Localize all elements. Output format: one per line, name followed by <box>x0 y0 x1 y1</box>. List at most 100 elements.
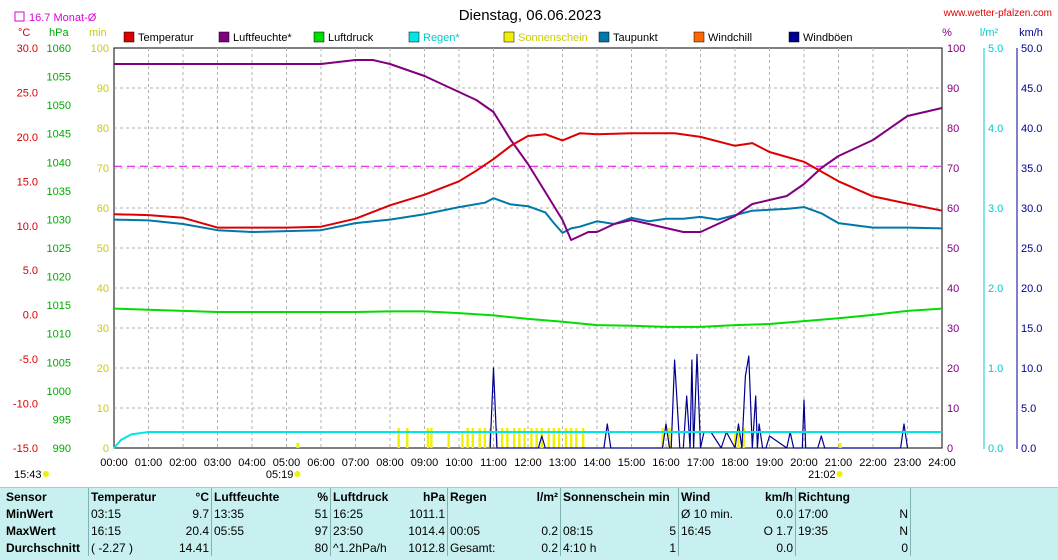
legend-swatch <box>123 31 135 43</box>
stats-cell-empty <box>910 539 1055 556</box>
stats-cell: 5 <box>669 523 676 538</box>
legend-swatch <box>598 31 610 43</box>
sunshine-bar <box>661 428 664 448</box>
stats-row-average: Durchschnitt ( -2.27 ) 14.41 80 ^1.2hPa/… <box>0 539 1055 556</box>
time-tick-label: 13:00 <box>549 457 577 469</box>
stats-row-label: MaxWert <box>6 523 56 538</box>
axis-tick-label: 45.0 <box>1021 83 1042 95</box>
time-tick-label: 16:00 <box>652 457 680 469</box>
legend-swatch <box>788 31 800 43</box>
series-line-regen <box>113 431 942 449</box>
axis-tick-label: 1005 <box>47 357 71 369</box>
stats-header-temp: Temperatur <box>88 488 175 505</box>
sunshine-bar <box>582 428 585 448</box>
sunshine-bar <box>430 428 433 448</box>
unit-temp: °C <box>18 27 30 39</box>
stats-row-min: MinWert 03:15 9.7 13:35 51 16:25 1011.1 … <box>0 505 1055 522</box>
stats-cell-empty <box>910 522 1055 539</box>
axis-tick-label: 100 <box>947 43 965 55</box>
sunshine-bar <box>461 432 464 448</box>
stats-header-wind-unit: km/h <box>764 489 793 504</box>
statistics-table: Sensor Temperatur °C Luftfeuchte % Luftd… <box>0 488 1055 556</box>
axis-tick-label: 50 <box>947 243 959 255</box>
stats-cell <box>522 505 561 522</box>
legend-label: Windchill <box>708 32 752 44</box>
month-average-icon <box>14 11 25 22</box>
axis-tick-label: 5.0 <box>988 43 1003 55</box>
stats-header-row: Sensor Temperatur °C Luftfeuchte % Luftd… <box>0 488 1055 505</box>
axis-tick-label: 0.0 <box>988 443 1003 455</box>
axis-tick-label: -15.0 <box>13 443 38 455</box>
stats-header-direction: Richtung <box>795 488 880 505</box>
stats-cell: 0 <box>901 540 908 555</box>
axis-tick-label: 1000 <box>47 386 71 398</box>
stats-cell: 97 <box>314 523 328 538</box>
axis-tick-label: 1040 <box>47 157 71 169</box>
axis-tick-label: -5.0 <box>19 354 38 366</box>
stats-cell: 03:15 <box>88 505 175 522</box>
statistics-panel: Sensor Temperatur °C Luftfeuchte % Luftd… <box>0 487 1058 560</box>
sunshine-bar <box>535 428 538 448</box>
stats-cell: 16:15 <box>88 522 175 539</box>
axis-tick-label: 40 <box>97 283 109 295</box>
axis-tick-label: 1030 <box>47 214 71 226</box>
stats-cell: 05:55 <box>211 522 300 539</box>
axis-tick-label: 100 <box>91 43 109 55</box>
time-tick-label: 17:00 <box>687 457 715 469</box>
axis-tick-label: 90 <box>947 83 959 95</box>
unit-rain: l/m² <box>980 27 999 39</box>
legend-swatch <box>408 31 420 43</box>
axis-tick-label: 1055 <box>47 72 71 84</box>
stats-cell: 9.7 <box>192 506 209 521</box>
stats-row-label: MinWert <box>6 506 54 521</box>
stats-cell: 80 <box>314 540 328 555</box>
legend-swatch <box>503 31 515 43</box>
time-tick-label: 08:00 <box>376 457 404 469</box>
axis-tick-label: 1060 <box>47 43 71 55</box>
sunshine-bar <box>397 428 400 448</box>
sunshine-bar <box>737 428 740 448</box>
time-tick-label: 24:00 <box>928 457 956 469</box>
stats-header-humidity: Luftfeuchte <box>211 488 300 505</box>
time-tick-label: 19:00 <box>756 457 784 469</box>
unit-minutes: min <box>89 27 107 39</box>
chart-legend: Temperatur Luftfeuchte* Luftdruck Regen* Son… <box>123 31 853 44</box>
stats-cell: 1014.4 <box>408 523 445 538</box>
legend-label: Temperatur <box>138 32 194 44</box>
series-line-windböen <box>489 353 909 449</box>
axis-tick-label: 1020 <box>47 272 71 284</box>
sunshine-bar <box>466 428 469 448</box>
series-line-luftfeuchte <box>114 59 943 241</box>
time-tick-label: 22:00 <box>859 457 887 469</box>
stats-cell-empty <box>910 505 1055 522</box>
website-link[interactable]: www.wetter-pfalzen.com <box>943 8 1052 19</box>
axis-tick-label: 5.0 <box>1021 403 1036 415</box>
stats-cell: 17:00 <box>795 505 880 522</box>
stats-header-pressure-unit: hPa <box>422 489 445 504</box>
sunshine-bar <box>557 428 561 448</box>
month-average-label: 16.7 Monat-Ø <box>29 12 97 24</box>
axis-tick-label: 10 <box>97 403 109 415</box>
time-tick-label: 10:00 <box>445 457 473 469</box>
axis-tick-label: 990 <box>53 443 71 455</box>
axis-tick-label: 1050 <box>47 100 71 112</box>
sunshine-bar <box>483 428 487 448</box>
stats-header-humidity-unit: % <box>317 489 328 504</box>
unit-pressure: hPa <box>49 27 69 39</box>
stats-cell: 0.0 <box>776 506 793 521</box>
axis-tick-label: 60 <box>97 203 109 215</box>
sunshine-bar <box>478 428 481 448</box>
time-tick-label: 18:00 <box>721 457 749 469</box>
sunshine-bar <box>471 428 474 448</box>
axis-tick-label: 30 <box>97 323 109 335</box>
axis-tick-label: 1.0 <box>988 363 1003 375</box>
stats-cell: 0.0 <box>776 540 793 555</box>
stats-cell: 08:15 <box>559 522 652 539</box>
series-line-luftdruck <box>113 307 943 328</box>
axis-tick-label: 80 <box>97 123 109 135</box>
axis-tick-label: 1015 <box>47 300 71 312</box>
time-tick-label: 07:00 <box>342 457 370 469</box>
stats-header-pressure: Luftdruck <box>330 488 405 505</box>
axis-tick-label: 50.0 <box>1021 43 1042 55</box>
unit-percent: % <box>942 27 952 39</box>
